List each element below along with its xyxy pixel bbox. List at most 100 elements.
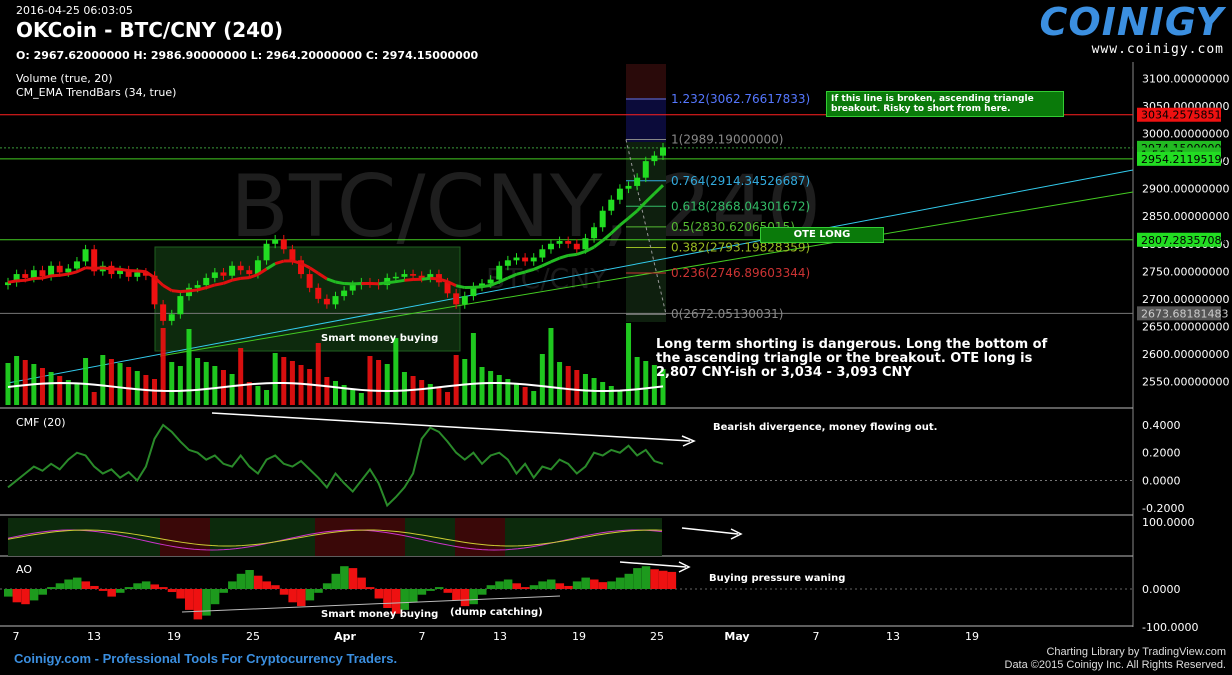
candle-body (461, 296, 468, 305)
volume-bar (264, 390, 270, 405)
candle-body (211, 272, 218, 278)
candle-body (298, 260, 305, 275)
volume-bar (272, 353, 278, 405)
volume-bar (22, 360, 28, 405)
ema-segment (378, 281, 388, 286)
volume-bar (358, 393, 364, 405)
candle-body (634, 177, 641, 186)
ao-smart-money-line (181, 595, 561, 613)
fib-level-label: 0(2672.05130031) (671, 307, 783, 321)
volume-bar (462, 359, 468, 405)
ao-bar (279, 589, 289, 595)
ema-segment (576, 250, 586, 256)
ema-segment (618, 216, 630, 227)
logo-url: www.coinigy.com (1091, 42, 1224, 57)
ao-bar (383, 589, 392, 608)
volume-bar (74, 384, 80, 405)
volume-bar (393, 338, 399, 405)
volume-bar (600, 382, 606, 405)
ao-bar (581, 577, 590, 589)
ao-bar (55, 583, 65, 589)
volume-bar (39, 368, 45, 405)
candle-body (401, 274, 408, 277)
volume-bar (427, 384, 433, 405)
time-axis-tick: 19 (572, 630, 586, 643)
ao-bar (21, 589, 30, 605)
ao-bar (564, 585, 573, 589)
volume-bar (152, 379, 158, 405)
volume-ma-line (7, 382, 664, 393)
volume-bar (557, 362, 563, 405)
ema-segment (119, 267, 129, 273)
candle-body (530, 257, 537, 262)
ao-bar (667, 571, 677, 589)
volume-bar (117, 363, 123, 405)
ema-segment (24, 277, 35, 282)
candle-body (229, 265, 236, 276)
candle-body (168, 314, 175, 321)
price-tag (1137, 151, 1221, 166)
ema-segment (308, 266, 320, 275)
ema-segment (636, 200, 647, 212)
cmf-axis-tick: -0.2000 (1142, 502, 1184, 515)
ao-smart-money-note: Smart money buying (321, 609, 439, 620)
ema-segment (404, 277, 414, 282)
cmf-divergence-note: Bearish divergence, money flowing out. (713, 422, 938, 433)
volume-bar (548, 328, 554, 405)
price-axis-tick: 2750.00000000 (1142, 265, 1229, 278)
ao-arrowhead (678, 561, 691, 573)
candle-body (479, 283, 486, 287)
ao-bar (90, 585, 99, 589)
ema-segment (644, 192, 656, 203)
candle-body (39, 270, 46, 277)
candle-body (608, 199, 615, 211)
ema-segment (317, 272, 328, 281)
volume-bar (5, 363, 11, 405)
volume-bar (212, 366, 218, 405)
ao-bar (210, 589, 220, 605)
fib-zone-blue (626, 100, 666, 142)
candle-body (616, 188, 623, 200)
volume-bar (419, 380, 425, 405)
candle-body (470, 286, 477, 297)
time-axis-tick: 7 (13, 630, 20, 643)
volume-indicator-label[interactable]: Volume (true, 20) (16, 72, 113, 85)
candle-body (332, 296, 339, 305)
ao-bar (434, 587, 444, 589)
ema-segment (446, 280, 457, 288)
ao-bar (538, 581, 547, 589)
ema-segment (7, 279, 17, 284)
candle-body (246, 270, 253, 275)
ema-segment (524, 267, 535, 274)
ema-indicator-label[interactable]: CM_EMA TrendBars (34, true) (16, 86, 177, 99)
fib-level-label: 0.764(2914.34526687) (671, 174, 810, 188)
ao-bar (607, 581, 616, 589)
candle-body (366, 282, 373, 284)
volume-bar (436, 388, 442, 405)
candle-body (151, 275, 158, 305)
candle-body (254, 260, 261, 275)
kdj-zone (405, 518, 455, 556)
footer-tagline[interactable]: Coinigy.com - Professional Tools For Cry… (14, 651, 398, 666)
ema-segment (231, 276, 242, 282)
kdj-axis-tick: 100.0000 (1142, 516, 1195, 529)
footer-credit-coinigy: Data ©2015 Coinigy Inc. All Rights Reser… (1004, 659, 1227, 671)
ao-bar (409, 589, 418, 603)
ema-segment (50, 273, 60, 278)
cmf-divergence-arrowhead (681, 435, 696, 447)
ema-segment (653, 184, 665, 195)
candle-body (82, 249, 89, 262)
candle-body (194, 285, 201, 288)
footer-credit-tradingview[interactable]: Charting Library by TradingView.com (1046, 646, 1226, 658)
candle-body (220, 272, 227, 276)
time-axis-tick: 13 (886, 630, 900, 643)
ema-segment (490, 280, 500, 287)
volume-bar (626, 323, 632, 405)
ao-bar (228, 581, 237, 589)
candle-body (289, 249, 296, 261)
candle-body (13, 274, 20, 283)
smart-money-note: Smart money buying (321, 333, 439, 344)
price-axis-tick: 2900.00000000 (1142, 183, 1229, 196)
volume-bar (367, 356, 373, 405)
